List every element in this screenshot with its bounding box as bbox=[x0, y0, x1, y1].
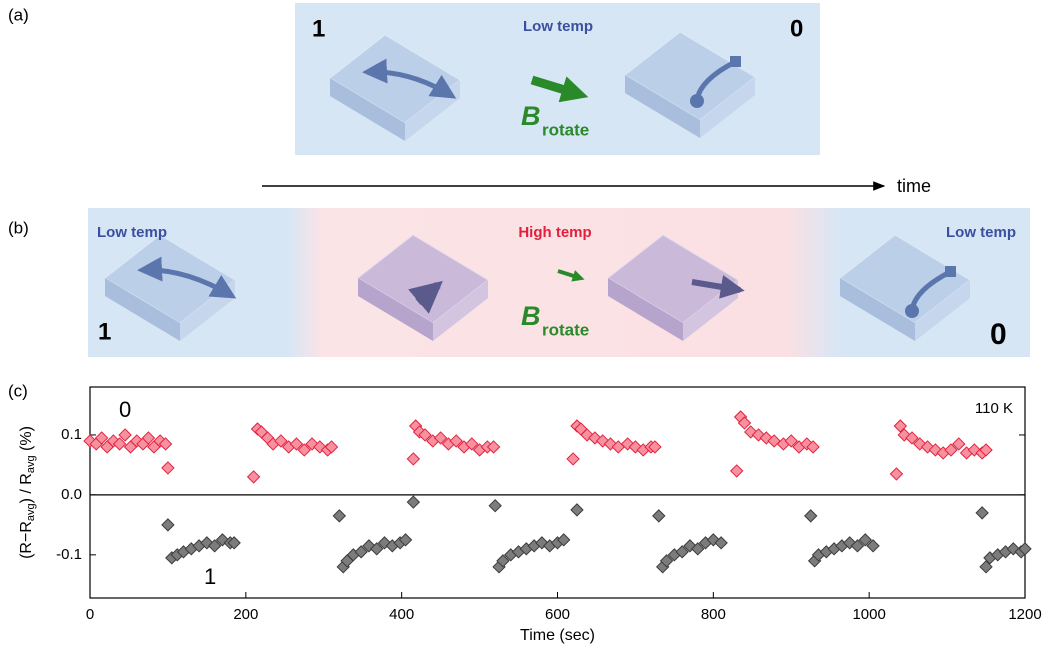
y-axis-label-part: avg bbox=[25, 503, 37, 521]
temp-label: High temp bbox=[518, 224, 591, 241]
data-point bbox=[805, 510, 817, 522]
temp-label: Low temp bbox=[523, 18, 593, 35]
panel-label: (b) bbox=[8, 218, 29, 237]
state-label: 1 bbox=[312, 15, 325, 42]
data-point bbox=[890, 468, 902, 480]
plot-frame bbox=[90, 387, 1025, 598]
field-subscript: rotate bbox=[542, 320, 589, 339]
panel-label: (a) bbox=[8, 5, 29, 24]
y-tick-label: -0.1 bbox=[56, 546, 82, 563]
data-point bbox=[407, 496, 419, 508]
data-point bbox=[976, 507, 988, 519]
x-tick-label: 600 bbox=[545, 606, 570, 623]
field-symbol: B bbox=[521, 101, 541, 131]
time-label: time bbox=[897, 176, 931, 196]
y-axis-label-part: avg bbox=[25, 455, 37, 473]
data-point bbox=[162, 462, 174, 474]
state-label: 0 bbox=[990, 318, 1007, 351]
data-point bbox=[653, 510, 665, 522]
figure: (a) (b) (c) 1 Low temp 0 B rotate time L… bbox=[0, 0, 1052, 652]
y-axis-label-part: ) / R bbox=[18, 473, 35, 503]
chart: 0 200 400 600 800 1000 1200 -0.1 0.0 0.1 Time (sec… bbox=[18, 387, 1041, 644]
x-tick-label: 400 bbox=[389, 606, 414, 623]
field-subscript: rotate bbox=[542, 120, 589, 139]
data-point bbox=[162, 519, 174, 531]
data-point bbox=[407, 453, 419, 465]
x-tick-label: 200 bbox=[233, 606, 258, 623]
domain-end bbox=[690, 94, 704, 108]
data-point bbox=[567, 453, 579, 465]
data-point bbox=[248, 471, 260, 483]
data-point bbox=[333, 510, 345, 522]
temp-label: Low temp bbox=[97, 224, 167, 241]
x-tick-label: 1000 bbox=[852, 606, 885, 623]
x-tick-label: 1200 bbox=[1008, 606, 1041, 623]
y-tick-label: 0.0 bbox=[61, 486, 82, 503]
y-axis-label-part: (%) bbox=[18, 426, 35, 455]
field-symbol: B bbox=[521, 301, 541, 331]
x-tick-label: 0 bbox=[86, 606, 94, 623]
y-axis-label-part: (R−R bbox=[18, 521, 35, 559]
x-axis-label: Time (sec) bbox=[520, 627, 595, 644]
state-label: 1 bbox=[98, 318, 111, 345]
temp-label: Low temp bbox=[946, 224, 1016, 241]
annotation: 110 K bbox=[975, 400, 1013, 417]
data-point bbox=[489, 500, 501, 512]
domain-end bbox=[730, 56, 741, 67]
y-axis-label: (R−Ravg) / Ravg (%) bbox=[18, 426, 37, 559]
data-point bbox=[571, 504, 583, 516]
domain-end bbox=[905, 304, 919, 318]
annotation: 1 bbox=[204, 564, 216, 589]
domain-end bbox=[945, 266, 956, 277]
x-tick-label: 800 bbox=[701, 606, 726, 623]
panel-label: (c) bbox=[8, 381, 28, 400]
annotation: 0 bbox=[119, 397, 131, 422]
y-tick-label: 0.1 bbox=[61, 426, 82, 443]
state-label: 0 bbox=[790, 15, 803, 42]
data-point bbox=[731, 465, 743, 477]
